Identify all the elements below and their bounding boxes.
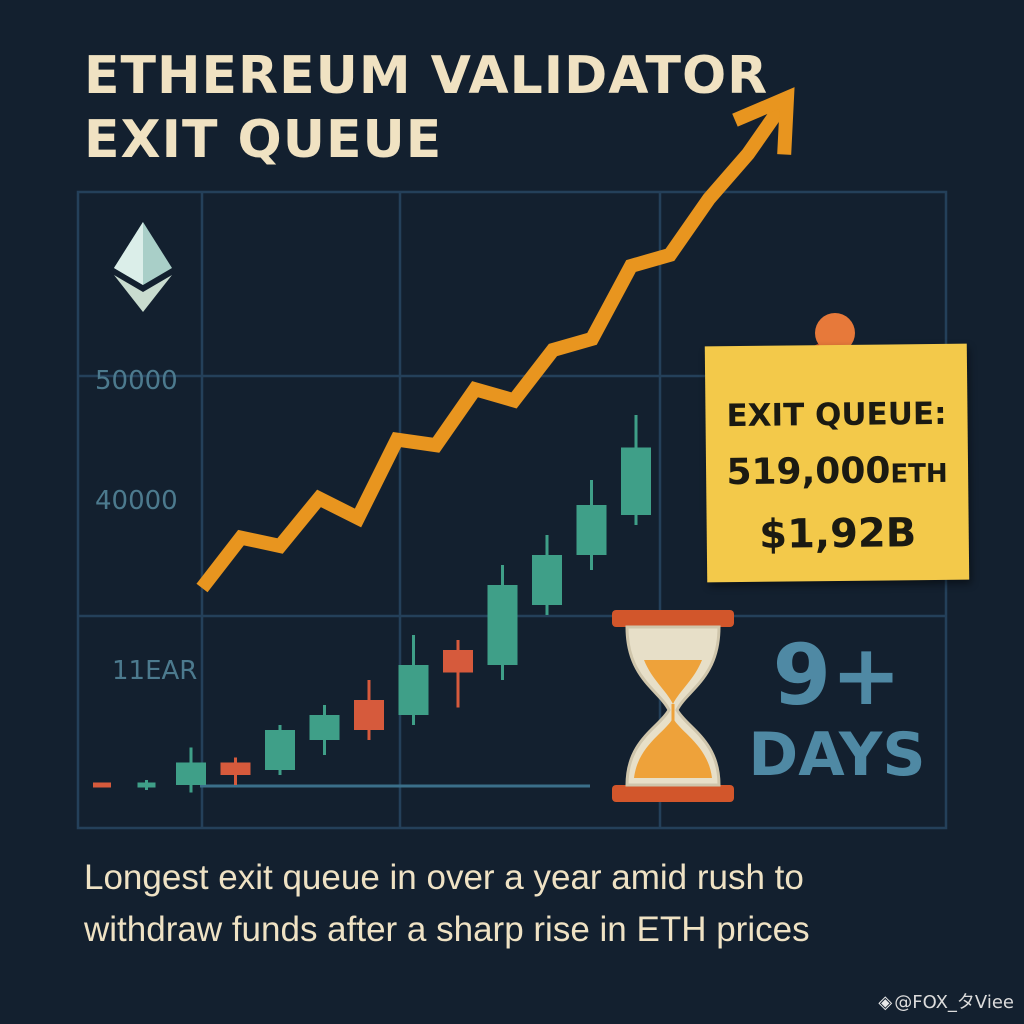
caption-line-1: Longest exit queue in over a year amid r… bbox=[84, 858, 804, 897]
candle-body bbox=[309, 715, 340, 740]
caption: Longest exit queue in over a year amid r… bbox=[84, 852, 984, 956]
candle-body bbox=[176, 762, 206, 785]
caption-line-2: withdraw funds after a sharp rise in ETH… bbox=[84, 910, 810, 949]
y-tick-label: 50000 bbox=[95, 366, 178, 396]
note-unit: ETH bbox=[890, 458, 948, 490]
candle-body bbox=[576, 505, 607, 555]
trend-arrowhead bbox=[732, 87, 795, 155]
days-number: 9+ bbox=[772, 626, 902, 724]
candlestick bbox=[220, 757, 251, 785]
candlestick bbox=[176, 747, 206, 793]
ethereum-logo-icon bbox=[114, 222, 172, 312]
candlestick bbox=[532, 535, 562, 615]
y-tick-label: 11EAR bbox=[112, 656, 197, 686]
note-heading: EXIT QUEUE: bbox=[726, 395, 947, 435]
note-amount-line: 519,000ETH bbox=[706, 450, 968, 494]
candle-body bbox=[443, 650, 473, 673]
candlestick bbox=[576, 480, 607, 570]
candle-body bbox=[621, 447, 651, 515]
candlestick bbox=[309, 705, 340, 755]
candle-body bbox=[354, 700, 384, 730]
title-line-1: ETHEREUM VALIDATOR bbox=[84, 46, 769, 106]
binance-logo-icon: ◈ bbox=[878, 992, 893, 1013]
candle-body bbox=[137, 782, 156, 788]
trend-line bbox=[196, 93, 793, 593]
candlestick bbox=[137, 780, 156, 790]
candlestick bbox=[265, 725, 295, 775]
candlestick bbox=[487, 565, 518, 680]
candlestick bbox=[398, 635, 429, 725]
page-title: ETHEREUM VALIDATOR EXIT QUEUE bbox=[84, 44, 768, 172]
note-value: $1,92B bbox=[758, 510, 917, 558]
days-label: DAYS bbox=[748, 720, 926, 790]
candle-body bbox=[532, 555, 562, 605]
candlestick bbox=[443, 640, 473, 708]
watermark-text: @FOX_タViee bbox=[894, 992, 1014, 1013]
y-tick-label: 40000 bbox=[95, 486, 178, 516]
candle-body bbox=[265, 730, 295, 770]
candle-body bbox=[220, 762, 251, 775]
note-amount: 519,000 bbox=[726, 450, 891, 494]
trend-series bbox=[196, 87, 795, 593]
candlestick bbox=[354, 680, 384, 740]
hourglass-icon bbox=[612, 610, 734, 802]
candlestick-series bbox=[93, 415, 651, 793]
title-line-2: EXIT QUEUE bbox=[84, 110, 443, 170]
watermark: ◈ @FOX_タViee bbox=[878, 988, 1014, 1014]
candlestick bbox=[621, 415, 651, 525]
candle-body bbox=[398, 665, 429, 715]
exit-queue-note: EXIT QUEUE: 519,000ETH $1,92B bbox=[704, 343, 970, 583]
candle-body bbox=[487, 585, 518, 665]
candlestick bbox=[93, 782, 111, 788]
candle-body bbox=[93, 782, 111, 788]
